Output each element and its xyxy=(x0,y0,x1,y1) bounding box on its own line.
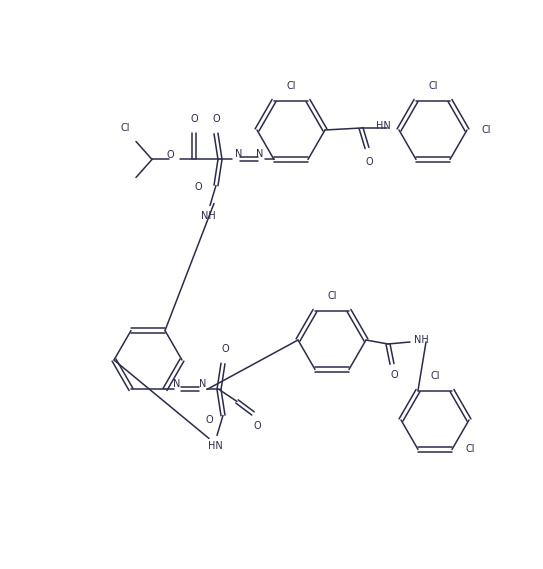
Text: Cl: Cl xyxy=(466,444,476,455)
Text: O: O xyxy=(166,150,174,160)
Text: O: O xyxy=(253,422,261,431)
Text: Cl: Cl xyxy=(327,291,337,301)
Text: O: O xyxy=(365,157,373,167)
Text: HN: HN xyxy=(207,442,223,451)
Text: N: N xyxy=(256,150,263,159)
Text: O: O xyxy=(205,415,213,426)
Text: N: N xyxy=(199,380,207,389)
Text: NH: NH xyxy=(414,335,429,345)
Text: O: O xyxy=(194,183,202,192)
Text: Cl: Cl xyxy=(286,81,296,91)
Text: O: O xyxy=(190,114,198,125)
Text: O: O xyxy=(221,344,229,354)
Text: O: O xyxy=(212,114,220,125)
Text: N: N xyxy=(235,150,242,159)
Text: Cl: Cl xyxy=(428,81,438,91)
Text: NH: NH xyxy=(200,212,216,221)
Text: O: O xyxy=(390,370,398,380)
Text: Cl: Cl xyxy=(430,371,440,381)
Text: HN: HN xyxy=(376,121,391,131)
Text: Cl: Cl xyxy=(121,123,130,134)
Text: Cl: Cl xyxy=(481,125,490,135)
Text: N: N xyxy=(173,380,181,389)
